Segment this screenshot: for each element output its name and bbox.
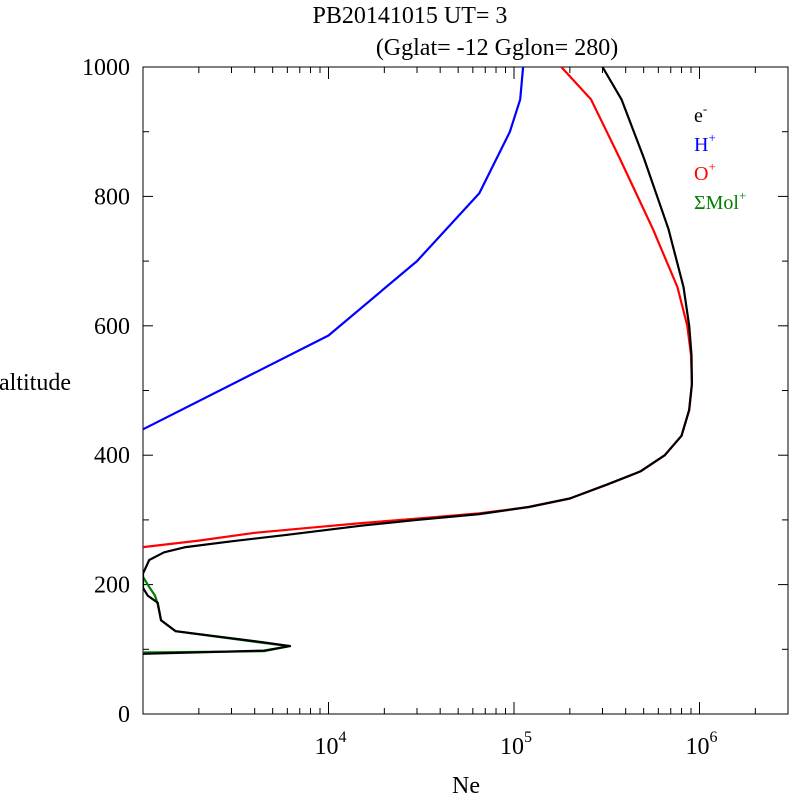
y-tick-label: 600	[94, 314, 130, 340]
x-tick-labels: 104 105 106	[314, 729, 717, 760]
series-line-electrons	[143, 67, 694, 655]
axis-ticks	[142, 66, 789, 715]
chart-title-line1: PB20141015 UT= 3	[313, 3, 508, 29]
series-lines	[143, 67, 694, 655]
y-axis-label: altitude	[0, 370, 71, 396]
x-tick-label: 104	[314, 729, 346, 760]
series-line-oxygen	[143, 67, 694, 549]
legend: e- H+ O+ ΣMol+	[694, 101, 746, 214]
y-tick-label: 0	[118, 702, 130, 728]
y-tick-label: 400	[94, 443, 130, 469]
legend-entry-hydrogen: H+	[694, 130, 716, 156]
legend-entry-oxygen: O+	[694, 159, 716, 185]
y-tick-label: 200	[94, 573, 130, 599]
x-axis-label: Ne	[452, 773, 480, 796]
x-tick-label: 106	[685, 729, 717, 760]
x-tick-label: 105	[500, 729, 532, 760]
legend-entry-molecular: ΣMol+	[694, 188, 746, 214]
series-line-molecular	[143, 576, 292, 654]
legend-entry-electrons: e-	[694, 101, 707, 127]
series-line-hydrogen	[143, 67, 525, 431]
y-tick-label: 1000	[82, 55, 130, 81]
chart-title-line2: (Gglat= -12 Gglon= 280)	[376, 35, 618, 61]
y-tick-label: 800	[94, 184, 130, 210]
y-tick-labels: 0 200 400 600 800 1000	[82, 55, 130, 728]
